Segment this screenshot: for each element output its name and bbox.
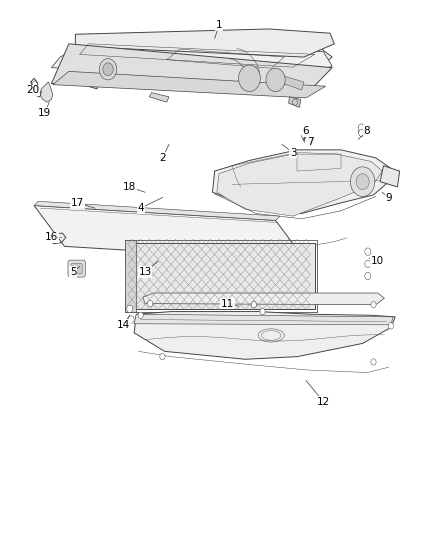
Polygon shape — [289, 97, 301, 108]
Text: 2: 2 — [159, 153, 166, 163]
Circle shape — [365, 260, 371, 268]
Circle shape — [260, 309, 265, 315]
Polygon shape — [149, 93, 169, 102]
Text: 19: 19 — [38, 108, 52, 118]
Polygon shape — [307, 136, 315, 143]
Circle shape — [266, 68, 285, 92]
Text: 12: 12 — [317, 397, 330, 407]
Polygon shape — [34, 206, 306, 261]
Text: 6: 6 — [303, 126, 309, 136]
Circle shape — [359, 129, 365, 136]
Circle shape — [148, 301, 153, 307]
Circle shape — [239, 65, 260, 92]
Circle shape — [365, 248, 371, 255]
Text: 8: 8 — [364, 126, 370, 136]
Polygon shape — [280, 76, 304, 90]
Circle shape — [128, 316, 134, 323]
FancyBboxPatch shape — [71, 263, 82, 274]
Text: 3: 3 — [290, 148, 296, 158]
Polygon shape — [127, 243, 315, 309]
Polygon shape — [53, 71, 325, 98]
Circle shape — [251, 302, 256, 308]
Text: 14: 14 — [117, 320, 130, 330]
Polygon shape — [143, 293, 385, 305]
Polygon shape — [134, 314, 393, 325]
Polygon shape — [380, 166, 399, 187]
Polygon shape — [69, 33, 332, 76]
Circle shape — [138, 312, 143, 318]
Circle shape — [356, 174, 369, 190]
Circle shape — [371, 302, 376, 308]
Circle shape — [365, 272, 371, 280]
Text: 1: 1 — [215, 20, 223, 30]
Text: 13: 13 — [138, 267, 152, 277]
Text: 16: 16 — [45, 232, 58, 243]
Circle shape — [160, 353, 165, 360]
Polygon shape — [40, 82, 53, 102]
Text: 18: 18 — [123, 182, 136, 192]
Circle shape — [127, 305, 133, 313]
Polygon shape — [212, 150, 391, 214]
Polygon shape — [134, 312, 395, 359]
Text: 5: 5 — [70, 267, 77, 277]
Circle shape — [358, 124, 364, 131]
Text: 4: 4 — [138, 203, 144, 213]
Text: 9: 9 — [385, 192, 392, 203]
Polygon shape — [75, 29, 334, 57]
Polygon shape — [51, 44, 332, 97]
Circle shape — [350, 167, 375, 197]
Circle shape — [371, 359, 376, 365]
FancyBboxPatch shape — [68, 260, 85, 277]
Polygon shape — [125, 240, 136, 312]
Circle shape — [99, 59, 117, 80]
Polygon shape — [51, 41, 332, 79]
Circle shape — [389, 322, 393, 329]
Circle shape — [103, 63, 113, 76]
Text: 17: 17 — [71, 198, 84, 208]
Polygon shape — [34, 201, 280, 220]
Text: 10: 10 — [371, 256, 385, 266]
Text: 11: 11 — [221, 298, 234, 309]
Text: 7: 7 — [307, 137, 314, 147]
Text: 20: 20 — [26, 85, 39, 95]
Polygon shape — [69, 57, 97, 89]
Polygon shape — [217, 154, 382, 216]
